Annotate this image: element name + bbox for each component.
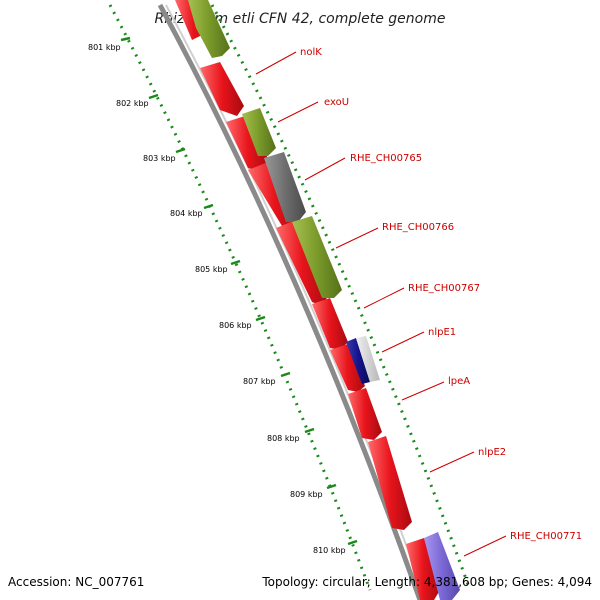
accession-text: Accession: NC_007761 <box>8 575 144 589</box>
gene-block-nlpE1-part[interactable] <box>356 336 380 382</box>
ruler-label: 806 kbp <box>219 321 252 330</box>
ruler-label: 807 kbp <box>243 377 276 386</box>
gene-label-nolK: nolK <box>300 47 322 58</box>
gene-block[interactable] <box>276 220 328 306</box>
gene-label-exoU: exoU <box>324 97 349 108</box>
gene-labels: nolK exoU RHE_CH00765 RHE_CH00766 RHE_CH… <box>300 47 582 542</box>
ruler-tick <box>255 315 266 322</box>
ruler-tick <box>203 203 214 210</box>
gene-label-RHE_CH00765: RHE_CH00765 <box>350 153 422 164</box>
ruler-label: 803 kbp <box>143 154 176 163</box>
gene-block[interactable] <box>226 116 270 172</box>
gene-block-RHE_CH00766[interactable] <box>292 216 342 298</box>
gene-label-RHE_CH00766: RHE_CH00766 <box>382 222 454 233</box>
gene-block[interactable] <box>348 388 382 440</box>
leader-RHE_CH00771 <box>463 535 507 557</box>
gene-block-exoU[interactable] <box>242 108 276 156</box>
gene-block-nolK[interactable] <box>200 62 244 116</box>
ruler-labels: 801 kbp 802 kbp 803 kbp 804 kbp 805 kbp … <box>88 43 346 555</box>
leader-nolK <box>255 51 297 75</box>
gene-block[interactable] <box>406 538 440 600</box>
gene-block[interactable] <box>188 0 230 58</box>
ruler-tick <box>347 539 358 546</box>
ruler-tick <box>280 371 291 378</box>
leader-nlpE1 <box>381 331 425 353</box>
backbone <box>157 3 427 600</box>
ruler-tick <box>148 93 159 100</box>
label-leaders <box>255 51 507 557</box>
map-title: Rhizobium etli CFN 42, complete genome <box>155 11 446 27</box>
ruler-tick <box>326 483 337 490</box>
ruler-tick <box>304 427 315 434</box>
leader-lpeA <box>401 381 445 401</box>
gene-block-RHE_CH00767[interactable] <box>312 298 348 350</box>
gene-label-nlpE1: nlpE1 <box>428 327 456 338</box>
gene-block-nlpE1[interactable] <box>346 338 370 384</box>
ruler-arc <box>108 4 372 591</box>
gene-block-lpeA[interactable] <box>330 344 365 392</box>
genome-stats-text: Topology: circular; Length: 4,381,608 bp… <box>261 575 592 589</box>
gene-label-RHE_CH00771: RHE_CH00771 <box>510 531 582 542</box>
gene-label-nlpE2: nlpE2 <box>478 447 506 458</box>
genes-left <box>175 0 440 600</box>
ruler-ticks <box>120 36 358 546</box>
gene-label-lpeA: lpeA <box>448 376 470 387</box>
genes-right <box>188 0 460 600</box>
gene-block-RHE_CH00765[interactable] <box>264 152 306 222</box>
ruler-tick <box>230 259 241 266</box>
ruler-label: 810 kbp <box>313 546 346 555</box>
gene-label-RHE_CH00767: RHE_CH00767 <box>408 283 480 294</box>
leader-nlpE2 <box>429 451 475 473</box>
ruler-label: 804 kbp <box>170 209 203 218</box>
ruler-tick <box>120 36 131 42</box>
leader-RHE_CH00767 <box>363 287 405 309</box>
gene-block-RHE_CH00771[interactable] <box>424 532 460 600</box>
ruler-label: 805 kbp <box>195 265 228 274</box>
leader-exoU <box>277 101 319 123</box>
ruler-tick <box>175 147 186 154</box>
ruler-label: 808 kbp <box>267 434 300 443</box>
ruler-label: 801 kbp <box>88 43 121 52</box>
gene-block-nlpE2[interactable] <box>368 436 412 530</box>
ruler-label: 809 kbp <box>290 490 323 499</box>
leader-RHE_CH00765 <box>304 157 346 181</box>
inner-guide-arc <box>210 4 472 591</box>
ruler-label: 802 kbp <box>116 99 149 108</box>
leader-RHE_CH00766 <box>335 227 379 249</box>
